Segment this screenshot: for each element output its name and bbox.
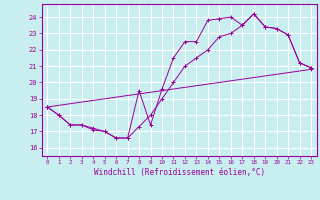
X-axis label: Windchill (Refroidissement éolien,°C): Windchill (Refroidissement éolien,°C) <box>94 168 265 177</box>
